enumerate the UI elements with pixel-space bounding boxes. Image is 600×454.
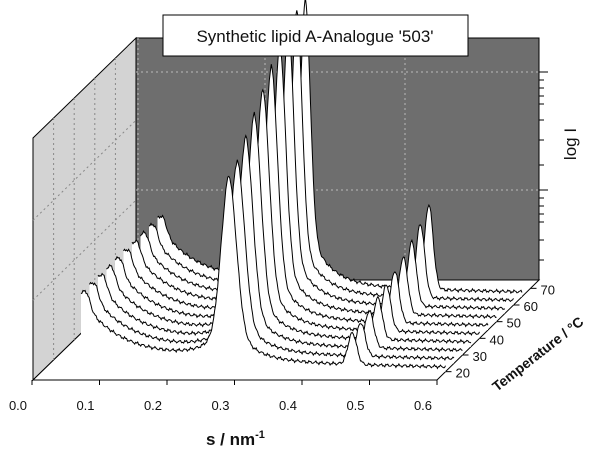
x-tick-label: 0.1 [76, 398, 94, 413]
series-line [97, 134, 463, 353]
series-line [123, 64, 489, 328]
z-tick-label: 60 [524, 299, 538, 314]
series-line [157, 0, 523, 295]
x-axis-label: s / nm-1 [206, 429, 265, 449]
z-tick-label: 70 [541, 282, 555, 297]
series-line [114, 88, 480, 336]
back-wall [135, 37, 540, 281]
curve-fill [149, 10, 514, 306]
series-line [148, 10, 514, 303]
y-axis-label: log I [561, 128, 580, 160]
series-line [80, 175, 446, 370]
series-line [106, 111, 472, 345]
x-axis-label-exponent: -1 [255, 429, 265, 441]
chart-title: Synthetic lipid A-Analogue '503' [196, 27, 433, 46]
x-tick-label: 0.2 [144, 398, 162, 413]
x-tick-label: 0.5 [346, 398, 364, 413]
x-tick-label: 0.3 [211, 398, 229, 413]
title-box [162, 14, 469, 57]
z-tick-label: 50 [507, 316, 521, 331]
x-tick-label: 0.0 [9, 398, 27, 413]
left-wall-grid [32, 199, 137, 301]
z-tick-label: 40 [490, 332, 504, 347]
left-wall-grid [32, 119, 137, 221]
curve-fill [123, 64, 488, 330]
curve-fill [140, 24, 505, 314]
series-line [131, 43, 497, 320]
z-axis-label: Temperature / °C [489, 313, 586, 394]
curve-fill [157, 0, 522, 297]
x-tick-label: 0.4 [279, 398, 297, 413]
z-tick-label: 20 [456, 366, 470, 381]
series-line [89, 159, 455, 361]
x-axis-label-text: s / nm [206, 430, 255, 449]
curves-group [80, 0, 523, 372]
series-line [140, 24, 506, 311]
curve-fill [132, 43, 497, 322]
curve-fill [81, 176, 446, 372]
x-tick-label: 0.6 [414, 398, 432, 413]
z-tick-label: 30 [473, 349, 487, 364]
